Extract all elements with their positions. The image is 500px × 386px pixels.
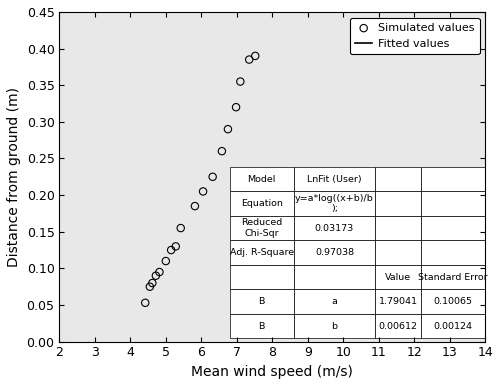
- Simulated values: [199, 188, 207, 195]
- Simulated values: [172, 243, 180, 249]
- Simulated values: [176, 225, 184, 231]
- Simulated values: [236, 78, 244, 85]
- X-axis label: Mean wind speed (m/s): Mean wind speed (m/s): [192, 365, 353, 379]
- Simulated values: [224, 126, 232, 132]
- Simulated values: [167, 247, 175, 253]
- Simulated values: [152, 273, 160, 279]
- Simulated values: [218, 148, 226, 154]
- Y-axis label: Distance from ground (m): Distance from ground (m): [7, 87, 21, 267]
- Simulated values: [162, 258, 170, 264]
- Simulated values: [146, 284, 154, 290]
- Simulated values: [148, 280, 156, 286]
- Legend: Simulated values, Fitted values: Simulated values, Fitted values: [350, 17, 480, 54]
- Simulated values: [156, 269, 164, 275]
- Simulated values: [251, 53, 259, 59]
- Simulated values: [245, 56, 253, 63]
- Simulated values: [141, 300, 149, 306]
- Simulated values: [208, 174, 216, 180]
- Simulated values: [191, 203, 199, 209]
- Simulated values: [232, 104, 240, 110]
